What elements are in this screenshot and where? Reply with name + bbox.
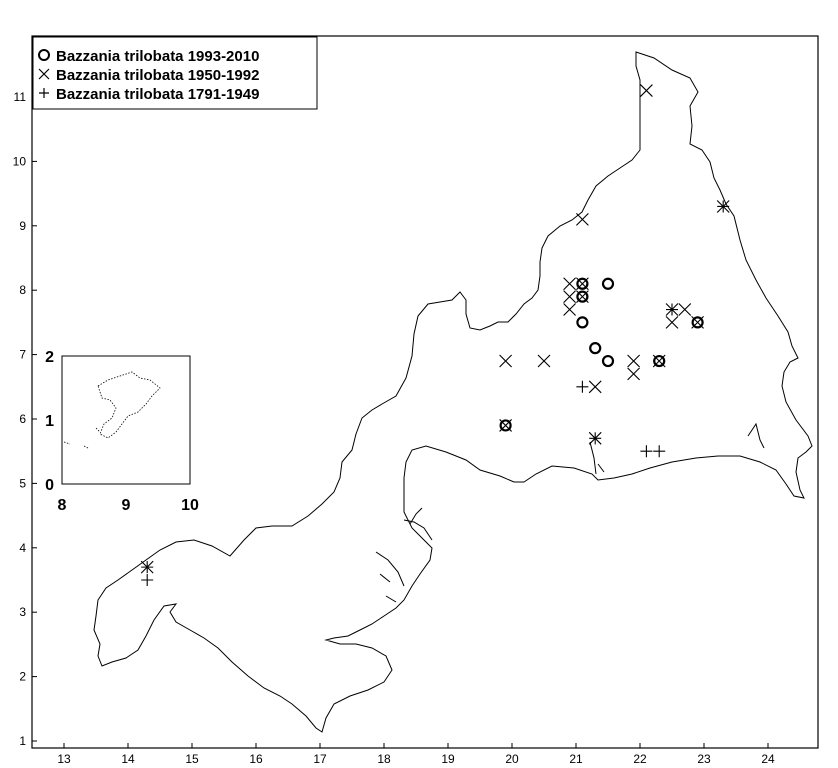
- record-plus: [717, 200, 730, 213]
- y-tick-label: 7: [19, 348, 26, 362]
- x-tick-label: 14: [121, 752, 135, 766]
- records-layer: [140, 84, 730, 586]
- record-circle: [576, 316, 589, 329]
- record-x: [678, 303, 692, 316]
- record-x: [563, 303, 576, 316]
- y-tick-label: 8: [19, 283, 26, 297]
- record-circle: [601, 354, 615, 368]
- x-tick-label: 21: [569, 752, 583, 766]
- inset-islands: [63, 371, 161, 449]
- legend-label: Bazzania trilobata 1993-2010: [56, 48, 259, 65]
- record-circle: [576, 290, 589, 303]
- map-frame: [31, 35, 819, 749]
- x-marker-icon: [38, 68, 50, 80]
- record-x: [691, 316, 704, 329]
- legend: Bazzania trilobata 1993-2010 Bazzania tr…: [32, 36, 318, 110]
- x-tick-label: 13: [57, 752, 71, 766]
- legend-entry: Bazzania trilobata 1993-2010: [38, 48, 259, 65]
- record-circle: [589, 342, 602, 355]
- x-tick-label: 24: [761, 752, 775, 766]
- inset-axes: 8 9 10 0 1 2: [45, 349, 199, 514]
- record-x: [563, 277, 576, 291]
- record-circle: [691, 316, 704, 329]
- inset-x-tick-label: 8: [58, 497, 67, 514]
- estuary-line: [589, 441, 605, 475]
- y-tick-label: 1: [19, 734, 26, 748]
- record-plus: [141, 574, 154, 586]
- x-tick-label: 22: [633, 752, 647, 766]
- inset-y-tick-label: 1: [45, 413, 54, 430]
- record-x: [588, 380, 602, 394]
- inset-x-tick-label: 9: [122, 497, 131, 514]
- record-x: [576, 277, 589, 291]
- inset-frame: [61, 355, 191, 485]
- inset-y-tick-label: 2: [45, 349, 54, 366]
- record-circle: [499, 419, 512, 432]
- y-axis: 1 2 3 4 5 6 7 8 9 10 11: [13, 90, 37, 748]
- record-x: [627, 367, 640, 381]
- x-tick-label: 19: [441, 752, 455, 766]
- x-tick-label: 15: [185, 752, 199, 766]
- legend-box: [32, 36, 318, 110]
- record-x: [576, 290, 589, 304]
- x-tick-label: 18: [377, 752, 391, 766]
- record-x: [665, 316, 679, 329]
- legend-label: Bazzania trilobata 1950-1992: [56, 67, 259, 84]
- record-plus: [666, 303, 678, 316]
- record-x: [576, 212, 589, 226]
- inset-x-tick-label: 10: [181, 497, 199, 514]
- record-x: [499, 419, 512, 432]
- inset-map: 8 9 10 0 1 2: [45, 349, 199, 514]
- y-tick-label: 11: [14, 90, 27, 104]
- y-tick-label: 4: [19, 541, 26, 555]
- inset-y-tick-label: 0: [45, 477, 54, 494]
- y-tick-label: 2: [19, 670, 26, 684]
- y-tick-label: 5: [19, 476, 26, 490]
- y-tick-label: 3: [19, 605, 26, 619]
- plus-marker-icon: [39, 88, 49, 98]
- estuary-line: [747, 422, 765, 449]
- record-x: [537, 354, 551, 368]
- record-plus: [653, 445, 666, 458]
- x-tick-label: 20: [505, 752, 519, 766]
- y-tick-label: 10: [13, 154, 27, 168]
- x-tick-label: 23: [697, 752, 711, 766]
- record-circle: [653, 354, 666, 368]
- record-plus: [589, 432, 602, 445]
- x-tick-label: 16: [249, 752, 263, 766]
- circle-marker-icon: [38, 49, 50, 61]
- record-plus: [141, 561, 154, 574]
- record-circle: [601, 277, 615, 290]
- record-x: [640, 84, 653, 97]
- y-tick-label: 6: [19, 412, 26, 426]
- legend-entry: Bazzania trilobata 1950-1992: [38, 67, 259, 84]
- record-x: [499, 354, 512, 368]
- estuary-line: [375, 551, 405, 603]
- legend-label: Bazzania trilobata 1791-1949: [56, 86, 259, 103]
- x-tick-label: 17: [313, 752, 327, 766]
- y-tick-label: 9: [19, 219, 26, 233]
- record-x: [627, 354, 640, 368]
- record-x: [563, 290, 576, 304]
- record-plus: [640, 445, 653, 458]
- record-plus: [576, 380, 589, 393]
- coastline: [93, 51, 813, 733]
- x-axis: 13 14 15 16 17 18 19 20 21 22 23 24: [57, 743, 775, 766]
- legend-entry: Bazzania trilobata 1791-1949: [39, 86, 259, 103]
- record-x: [652, 354, 666, 368]
- record-circle: [576, 277, 589, 290]
- estuary-line: [403, 507, 433, 541]
